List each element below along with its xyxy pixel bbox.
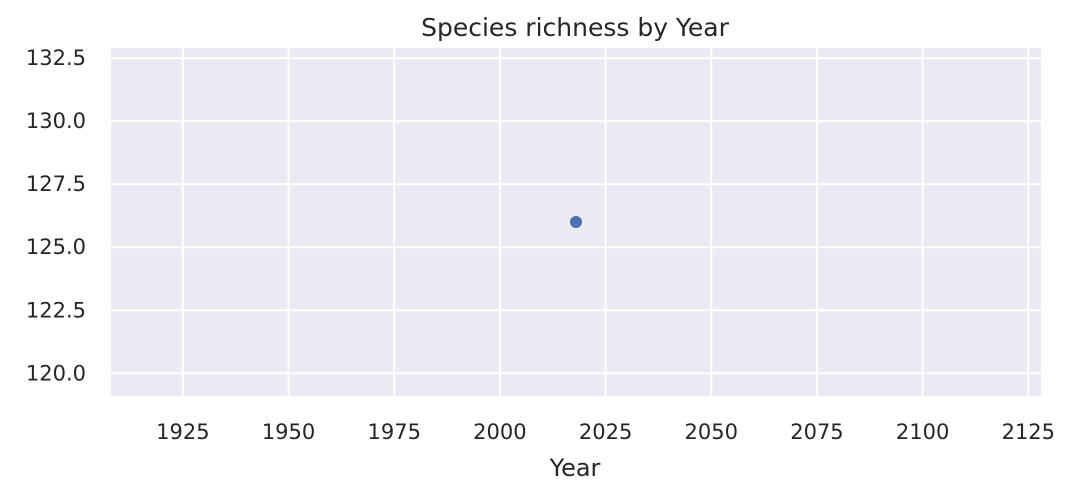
data-point — [570, 216, 582, 228]
y-tick-label: 132.5 — [26, 46, 86, 70]
y-tick-label: 127.5 — [26, 172, 86, 196]
x-tick-label: 2000 — [473, 420, 526, 444]
x-tick-label: 1950 — [262, 420, 315, 444]
data-points — [570, 216, 582, 228]
y-tick-labels: 120.0 122.5 125.0 127.5 130.0 132.5 — [26, 46, 86, 385]
x-tick-label: 2100 — [896, 420, 949, 444]
y-tick-label: 125.0 — [26, 235, 86, 259]
x-tick-label: 2075 — [790, 420, 843, 444]
x-axis-label: Year — [549, 454, 601, 482]
y-gridlines — [111, 57, 1041, 375]
y-tick-label: 120.0 — [26, 361, 86, 385]
x-tick-label: 2125 — [1002, 420, 1055, 444]
x-tick-label: 2025 — [579, 420, 632, 444]
x-tick-labels: 1925 1950 1975 2000 2025 2050 2075 2100 2125 — [156, 420, 1055, 444]
y-tick-label: 122.5 — [26, 298, 86, 322]
x-tick-label: 1925 — [156, 420, 209, 444]
x-gridlines — [181, 48, 1030, 396]
chart-title: Species richness by Year — [421, 13, 729, 42]
y-tick-label: 130.0 — [26, 109, 86, 133]
x-tick-label: 2050 — [685, 420, 738, 444]
x-tick-label: 1975 — [368, 420, 421, 444]
